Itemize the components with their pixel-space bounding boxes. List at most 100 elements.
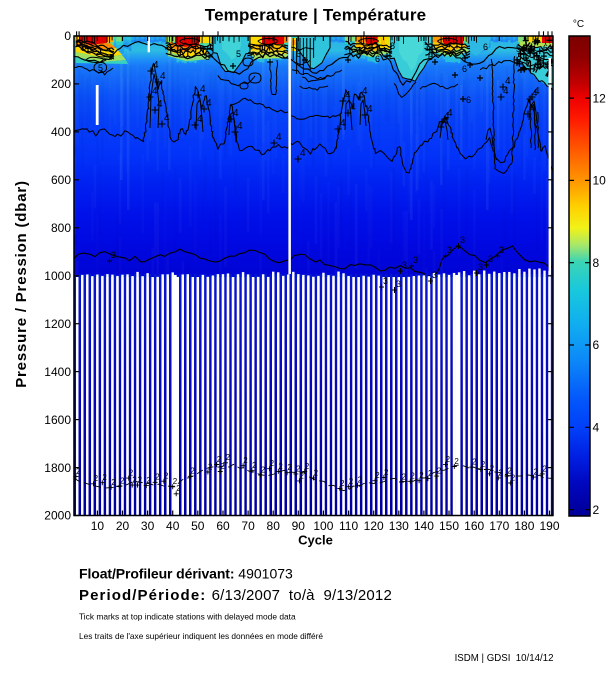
svg-text:2: 2 xyxy=(164,472,169,481)
svg-text:2: 2 xyxy=(243,456,248,465)
svg-text:3: 3 xyxy=(478,262,483,272)
svg-text:4: 4 xyxy=(350,102,356,113)
svg-text:2: 2 xyxy=(120,476,125,485)
svg-text:2: 2 xyxy=(138,476,143,485)
svg-text:2: 2 xyxy=(278,462,283,471)
svg-text:2: 2 xyxy=(270,459,275,468)
svg-text:2: 2 xyxy=(155,473,160,482)
svg-text:2: 2 xyxy=(190,467,195,476)
svg-text:2: 2 xyxy=(305,462,310,471)
svg-text:Cycle: Cycle xyxy=(298,533,333,548)
svg-text:2: 2 xyxy=(481,460,486,469)
svg-text:400: 400 xyxy=(51,125,71,139)
svg-text:4: 4 xyxy=(530,103,536,114)
svg-text:2: 2 xyxy=(349,477,354,486)
svg-text:2: 2 xyxy=(428,469,433,478)
svg-text:4: 4 xyxy=(300,148,306,159)
svg-text:1600: 1600 xyxy=(44,413,71,427)
svg-text:5: 5 xyxy=(516,44,521,54)
svg-text:80: 80 xyxy=(267,519,281,533)
svg-text:4: 4 xyxy=(505,76,511,87)
svg-text:6: 6 xyxy=(483,42,488,52)
svg-text:2000: 2000 xyxy=(44,509,71,523)
svg-text:4: 4 xyxy=(197,114,203,125)
svg-text:2: 2 xyxy=(490,464,495,473)
svg-text:10: 10 xyxy=(593,174,607,188)
svg-text:8: 8 xyxy=(390,41,395,51)
svg-text:2: 2 xyxy=(375,471,380,480)
svg-text:3: 3 xyxy=(499,245,504,255)
svg-text:30: 30 xyxy=(141,519,155,533)
svg-text:20: 20 xyxy=(116,519,130,533)
svg-text:4: 4 xyxy=(447,108,453,119)
svg-text:6: 6 xyxy=(375,54,380,64)
svg-text:4: 4 xyxy=(532,88,538,99)
svg-text:2: 2 xyxy=(534,468,539,477)
svg-text:130: 130 xyxy=(389,519,409,533)
svg-text:6: 6 xyxy=(532,48,537,58)
svg-text:4: 4 xyxy=(206,98,212,109)
svg-text:2: 2 xyxy=(384,468,389,477)
svg-text:3: 3 xyxy=(432,270,437,280)
svg-text:2: 2 xyxy=(472,458,477,467)
svg-text:4: 4 xyxy=(157,99,163,110)
svg-text:6: 6 xyxy=(296,49,301,59)
svg-text:1400: 1400 xyxy=(44,365,71,379)
svg-text:2: 2 xyxy=(220,462,225,471)
svg-text:2: 2 xyxy=(454,457,459,466)
svg-text:1800: 1800 xyxy=(44,461,71,475)
svg-text:2: 2 xyxy=(410,472,415,481)
svg-text:2: 2 xyxy=(129,469,134,478)
svg-text:180: 180 xyxy=(514,519,534,533)
svg-text:3: 3 xyxy=(111,250,116,260)
svg-text:2: 2 xyxy=(261,466,266,475)
svg-text:800: 800 xyxy=(51,221,71,235)
svg-text:3: 3 xyxy=(488,254,493,264)
svg-text:2: 2 xyxy=(296,464,301,473)
svg-text:4: 4 xyxy=(164,113,170,124)
svg-text:90: 90 xyxy=(292,519,306,533)
svg-text:3: 3 xyxy=(396,279,401,289)
svg-text:1200: 1200 xyxy=(44,317,71,331)
svg-text:3: 3 xyxy=(460,235,465,245)
svg-text:4: 4 xyxy=(160,71,166,82)
svg-text:6: 6 xyxy=(250,50,255,60)
svg-text:ISDM | GDSI 10/14/12: ISDM | GDSI 10/14/12 xyxy=(455,653,554,664)
svg-text:4: 4 xyxy=(593,421,600,435)
svg-text:2: 2 xyxy=(340,479,345,488)
svg-text:6: 6 xyxy=(543,43,548,53)
svg-text:4: 4 xyxy=(362,86,368,97)
svg-text:4: 4 xyxy=(153,60,159,71)
svg-text:2: 2 xyxy=(132,476,137,485)
svg-text:2: 2 xyxy=(314,468,319,477)
svg-text:6: 6 xyxy=(462,64,467,74)
svg-text:2: 2 xyxy=(419,471,424,480)
svg-text:60: 60 xyxy=(216,519,230,533)
svg-text:6: 6 xyxy=(593,338,600,352)
svg-text:2: 2 xyxy=(173,477,178,486)
svg-text:190: 190 xyxy=(539,519,559,533)
svg-text:2: 2 xyxy=(498,468,503,477)
svg-text:2: 2 xyxy=(300,471,305,480)
svg-text:5: 5 xyxy=(356,50,361,60)
svg-text:4: 4 xyxy=(444,111,450,122)
svg-text:Pressure / Pression (dbar): Pressure / Pression (dbar) xyxy=(13,180,30,388)
svg-text:3: 3 xyxy=(447,245,452,255)
svg-text:2: 2 xyxy=(287,463,292,472)
svg-text:°C: °C xyxy=(573,19,584,30)
svg-text:8: 8 xyxy=(593,256,600,270)
svg-text:160: 160 xyxy=(464,519,484,533)
svg-text:2: 2 xyxy=(226,453,231,462)
svg-text:4: 4 xyxy=(237,121,243,132)
svg-text:150: 150 xyxy=(439,519,459,533)
svg-text:5: 5 xyxy=(98,63,103,73)
svg-text:Tick marks at top indicate sta: Tick marks at top indicate stations with… xyxy=(79,612,296,622)
svg-text:50: 50 xyxy=(191,519,205,533)
svg-text:4: 4 xyxy=(152,86,158,97)
svg-text:5: 5 xyxy=(205,52,210,62)
svg-text:2: 2 xyxy=(358,476,363,485)
svg-text:4: 4 xyxy=(340,118,346,129)
svg-text:100: 100 xyxy=(313,519,333,533)
svg-text:1000: 1000 xyxy=(44,269,71,283)
svg-text:6: 6 xyxy=(466,95,471,105)
